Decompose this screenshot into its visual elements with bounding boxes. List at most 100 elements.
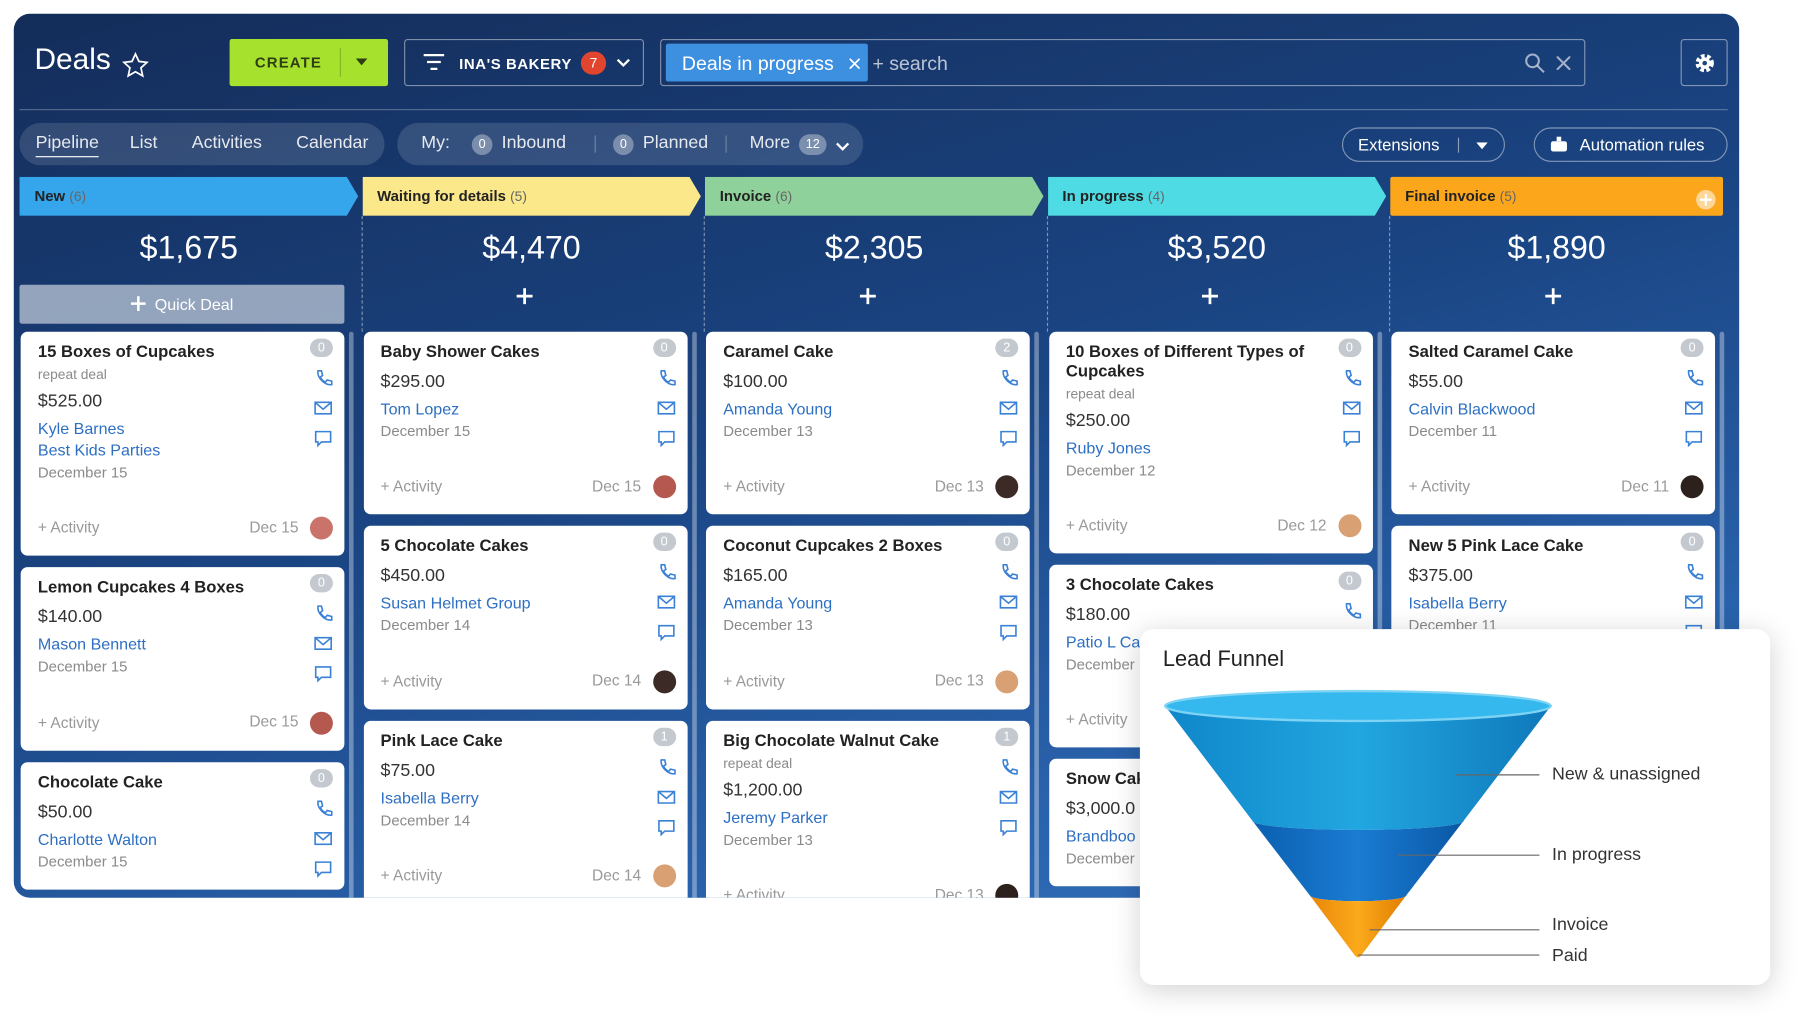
add-deal[interactable] [1390, 282, 1715, 310]
add-activity[interactable]: + Activity [380, 477, 443, 496]
card-icon[interactable] [313, 368, 333, 388]
card-icon[interactable] [313, 799, 333, 819]
deal-card[interactable]: 15 Boxes of Cupcakes repeat deal $525.00 Ky… [20, 331, 345, 557]
deal-badge: 0 [1680, 338, 1704, 358]
deal-contact[interactable]: Jeremy Parker [723, 808, 828, 827]
card-icon[interactable] [999, 428, 1019, 448]
add-activity[interactable]: + Activity [723, 477, 785, 496]
filter-button[interactable]: INA'S BAKERY 7 [404, 39, 645, 87]
add-activity[interactable]: + Activity [1408, 477, 1471, 496]
card-icon[interactable] [656, 593, 676, 613]
view-tab[interactable]: List [129, 133, 158, 153]
card-icon[interactable] [313, 829, 333, 849]
add-activity[interactable]: + Activity [1065, 516, 1128, 535]
deal-card[interactable]: Chocolate Cake $50.00 Charlotte Walton Dece… [20, 762, 345, 890]
card-icon[interactable] [1684, 398, 1704, 418]
quick-deal-button[interactable]: Quick Deal [19, 284, 345, 324]
deal-card[interactable]: 5 Chocolate Cakes $450.00 Susan Helmet Gro… [363, 526, 688, 710]
card-icon[interactable] [656, 368, 676, 388]
deal-contact[interactable]: Ruby Jones [1065, 438, 1151, 457]
card-icon[interactable] [313, 398, 333, 418]
deal-card[interactable]: 10 Boxes of Different Types of Cupcakes r… [1048, 331, 1373, 554]
deal-contact[interactable]: Patio L Caf [1065, 633, 1145, 652]
card-icon[interactable] [656, 398, 676, 418]
card-icon[interactable] [656, 428, 676, 448]
chip-close[interactable] [849, 58, 860, 69]
card-icon[interactable] [999, 368, 1019, 388]
add-activity[interactable]: + Activity [37, 519, 100, 537]
deal-contact[interactable]: Brandboo [1065, 827, 1136, 846]
card-icon[interactable] [1341, 428, 1361, 448]
card-icon[interactable] [656, 758, 676, 778]
card-icon[interactable] [999, 787, 1019, 807]
clear-icon[interactable] [1556, 56, 1571, 71]
deal-card[interactable]: Pink Lace Cake $75.00 Isabella Berry Decemb… [363, 720, 688, 898]
card-icon[interactable] [999, 398, 1019, 418]
card-icon[interactable] [999, 563, 1019, 583]
card-icon[interactable] [656, 563, 676, 583]
view-tab[interactable]: Pipeline [35, 133, 99, 158]
caret-shape [355, 58, 368, 66]
create-button[interactable]: CREATE [229, 39, 389, 87]
favorite-star[interactable] [122, 51, 150, 80]
deal-card[interactable]: Coconut Cupcakes 2 Boxes $165.00 Amanda Yo… [705, 526, 1030, 710]
card-icon[interactable] [313, 859, 333, 879]
add-activity[interactable]: + Activity [37, 713, 100, 731]
filter-option[interactable]: Inbound [501, 133, 566, 153]
search-icon[interactable] [1524, 53, 1545, 74]
add-activity[interactable]: + Activity [380, 866, 443, 885]
card-icon[interactable] [1341, 398, 1361, 418]
add-stage[interactable] [1696, 186, 1717, 210]
add-deal[interactable] [362, 282, 687, 310]
card-icon[interactable] [656, 817, 676, 837]
deal-card[interactable]: Caramel Cake $100.00 Amanda Young December … [705, 331, 1030, 515]
automation-button[interactable]: Automation rules [1533, 127, 1728, 162]
deal-contact[interactable]: Amanda Young [723, 593, 833, 613]
card-icon[interactable] [999, 758, 1019, 778]
card-icon[interactable] [1684, 593, 1704, 613]
card-icon[interactable] [656, 623, 676, 643]
deal-contact[interactable]: Best Kids Parties [37, 440, 161, 460]
view-tab[interactable]: Calendar [296, 133, 369, 153]
add-activity[interactable]: + Activity [1065, 711, 1128, 729]
deal-contact[interactable]: Calvin Blackwood [1408, 399, 1536, 418]
deal-card[interactable]: Baby Shower Cakes $295.00 Tom Lopez Decembe… [363, 331, 688, 515]
card-icon[interactable] [313, 604, 333, 624]
deal-contact[interactable]: Isabella Berry [380, 788, 479, 807]
more-label[interactable]: More [749, 133, 791, 153]
card-icon[interactable] [313, 664, 333, 684]
search-chip[interactable]: Deals in progress [665, 43, 868, 82]
deal-card[interactable]: Salted Caramel Cake $55.00 Calvin Blackwoo… [1391, 331, 1716, 515]
card-icon[interactable] [1684, 428, 1704, 448]
card-icon[interactable] [999, 817, 1019, 837]
stage-name: Waiting for details [377, 187, 506, 205]
card-icon[interactable] [656, 787, 676, 807]
card-icon[interactable] [999, 593, 1019, 613]
add-activity[interactable]: + Activity [380, 672, 443, 690]
deal-contact[interactable]: Mason Bennett [37, 635, 146, 654]
card-icon[interactable] [999, 623, 1019, 643]
add-deal[interactable] [705, 282, 1030, 310]
card-icon[interactable] [1684, 563, 1704, 583]
settings-button[interactable] [1680, 39, 1728, 87]
card-icon[interactable] [313, 634, 333, 654]
deal-card[interactable]: Lemon Cupcakes 4 Boxes $140.00 Mason Benne… [20, 567, 345, 751]
extensions-button[interactable]: Extensions [1341, 127, 1505, 162]
card-icon[interactable] [1684, 368, 1704, 388]
deal-contact[interactable]: Tom Lopez [380, 399, 460, 418]
deal-contact[interactable]: Charlotte Walton [37, 829, 157, 849]
deal-card[interactable]: Big Chocolate Walnut Cake repeat deal $1,2… [705, 720, 1030, 898]
add-activity[interactable]: + Activity [723, 672, 785, 690]
card-icon[interactable] [1341, 368, 1361, 388]
deal-contact[interactable]: Kyle Barnes [37, 419, 125, 438]
card-icon[interactable] [1341, 602, 1361, 622]
add-deal[interactable] [1048, 282, 1373, 310]
view-tab[interactable]: Activities [191, 133, 262, 153]
add-activity[interactable]: + Activity [723, 886, 785, 898]
card-icon[interactable] [313, 428, 333, 448]
deal-contact[interactable]: Amanda Young [723, 399, 833, 418]
search-box[interactable]: Deals in progress + search [660, 39, 1586, 87]
filter-option[interactable]: Planned [642, 133, 709, 153]
deal-contact[interactable]: Susan Helmet Group [380, 593, 531, 613]
deal-contact[interactable]: Isabella Berry [1408, 593, 1507, 613]
